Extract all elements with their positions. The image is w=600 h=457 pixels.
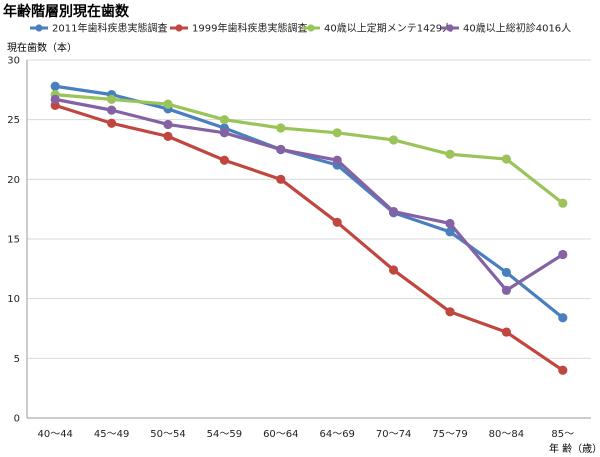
data-point-s3	[332, 128, 342, 138]
data-point-s3	[445, 149, 455, 159]
y-tick-label: 10	[7, 294, 20, 305]
x-tick-label: 80〜84	[489, 429, 524, 440]
legend-label-2: 1999年歯科疾患実態調査	[192, 22, 307, 35]
x-tick-label: 70〜74	[376, 429, 411, 440]
data-point-s4	[219, 128, 229, 138]
data-point-s1	[558, 313, 568, 323]
legend-marker-2	[175, 24, 183, 32]
data-point-s3	[389, 135, 399, 145]
data-point-s4	[50, 94, 60, 104]
legend-marker-3	[307, 24, 315, 32]
series-line-3	[53, 93, 565, 205]
data-point-s2	[332, 217, 342, 227]
x-axis-label: 年 齢（歳）	[549, 444, 600, 455]
data-point-s4	[445, 218, 455, 229]
legend-label-3: 40歳以上定期メンテ1429人	[324, 22, 452, 35]
data-point-s4	[332, 155, 342, 165]
x-tick-label: 85〜	[551, 429, 574, 440]
y-axis-label: 現在歯数（本）	[7, 43, 77, 54]
legend-label-4: 40歳以上総初診4016人	[463, 22, 571, 35]
data-point-s2	[389, 265, 399, 275]
y-tick-label: 20	[7, 175, 20, 186]
x-tick-label: 60〜64	[263, 429, 298, 440]
x-tick-label: 40〜44	[37, 429, 72, 440]
data-point-s3	[219, 115, 229, 125]
data-point-s3	[107, 94, 117, 104]
legend-label-1: 2011年歯科疾患実態調査	[52, 22, 167, 35]
data-point-s2	[501, 327, 511, 337]
x-tick-label: 45〜49	[94, 429, 129, 440]
data-point-s4	[163, 119, 173, 130]
y-tick-label: 0	[14, 414, 20, 425]
y-tick-label: 25	[7, 115, 20, 126]
data-point-s3	[276, 123, 286, 133]
data-point-s3	[558, 198, 568, 208]
data-point-s4	[558, 249, 568, 260]
legend-marker-1	[35, 24, 43, 32]
series-line-2	[53, 103, 565, 372]
x-tick-label: 75〜79	[432, 429, 467, 440]
data-point-s2	[163, 131, 173, 141]
series-line-4	[53, 97, 565, 292]
y-tick-label: 5	[14, 354, 20, 365]
x-tick-label: 50〜54	[150, 429, 185, 440]
data-point-s4	[276, 144, 286, 155]
y-tick-label: 30	[7, 56, 20, 67]
data-point-s1	[50, 81, 60, 91]
data-point-s2	[276, 174, 286, 184]
data-point-s4	[389, 206, 399, 217]
y-tick-label: 15	[7, 235, 20, 246]
data-point-s1	[501, 267, 511, 278]
x-tick-label: 64〜69	[319, 429, 354, 440]
x-tick-label: 54〜59	[207, 429, 242, 440]
data-point-s4	[107, 105, 117, 115]
data-point-s1	[445, 227, 455, 237]
data-point-s2	[107, 118, 117, 128]
data-point-s2	[445, 307, 455, 317]
chart-title: 年齢階層別現在歯数	[3, 4, 129, 20]
legend-marker-4	[446, 24, 454, 32]
data-point-s2	[558, 365, 568, 375]
data-point-s3	[501, 154, 511, 164]
data-point-s3	[163, 99, 173, 109]
data-point-s2	[219, 155, 229, 165]
data-point-s4	[501, 285, 511, 295]
